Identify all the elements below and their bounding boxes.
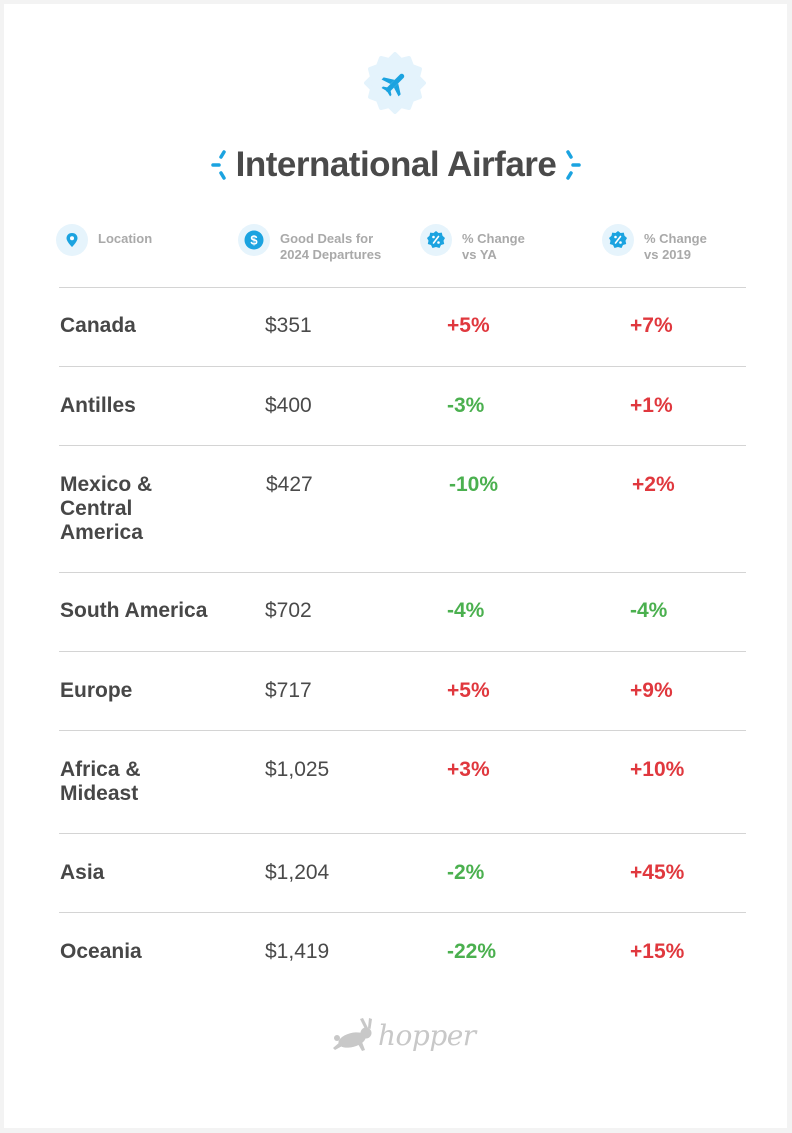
change-2019-cell: +1%	[630, 394, 673, 417]
header-label: Good Deals for	[280, 231, 374, 246]
divider	[59, 833, 746, 834]
change-ya-cell: +5%	[447, 679, 490, 702]
change-2019-cell: +10%	[630, 758, 685, 781]
hopper-logo: hopper	[332, 1018, 476, 1052]
change-2019-cell: +45%	[630, 861, 685, 884]
page-title: International Airfare	[235, 145, 557, 184]
location-cell: Mexico & Central America	[60, 473, 153, 544]
price-cell: $1,025	[265, 758, 330, 781]
change-ya-cell: -2%	[447, 861, 485, 884]
location-cell: South America	[60, 599, 208, 622]
change-ya-cell: -22%	[447, 940, 497, 963]
location-cell: Antilles	[60, 394, 136, 417]
price-cell: $351	[265, 314, 312, 337]
price-cell: $427	[266, 473, 313, 496]
change-2019-cell: +2%	[632, 473, 675, 496]
price-cell: $717	[265, 679, 312, 702]
sparkle-right-icon	[566, 150, 582, 180]
change-2019-cell: +15%	[630, 940, 685, 963]
price-cell: $702	[265, 599, 312, 622]
svg-text:$: $	[250, 233, 258, 248]
header-label: % Change	[644, 231, 707, 246]
price-cell: $1,204	[265, 861, 330, 884]
change-2019-cell: +7%	[630, 314, 673, 337]
price-cell: $400	[265, 394, 312, 417]
change-2019-cell: +9%	[630, 679, 673, 702]
header-location: Location	[56, 224, 153, 256]
airplane-badge	[364, 52, 426, 114]
header-good-deals: $ Good Deals for 2024 Departures	[238, 224, 382, 263]
change-ya-cell: +5%	[447, 314, 490, 337]
infographic-card	[4, 4, 787, 1128]
title-row: International Airfare	[0, 140, 792, 190]
divider	[59, 445, 746, 446]
change-ya-cell: -4%	[447, 599, 485, 622]
header-label: 2024 Departures	[280, 247, 382, 262]
table-header: Location $ Good Deals for 2024 Departure…	[56, 224, 746, 276]
percent-badge-icon	[420, 224, 452, 256]
price-cell: $1,419	[265, 940, 330, 963]
change-2019-cell: -4%	[630, 599, 668, 622]
header-label: Location	[98, 231, 153, 246]
location-cell: Oceania	[60, 940, 142, 963]
location-cell: Asia	[60, 861, 105, 884]
divider	[59, 366, 746, 367]
change-ya-cell: -10%	[449, 473, 499, 496]
header-label: % Change	[462, 231, 525, 246]
divider	[59, 730, 746, 731]
airplane-icon	[364, 52, 426, 114]
divider	[59, 287, 746, 288]
location-cell: Africa & Mideast	[60, 758, 141, 805]
location-cell: Europe	[60, 679, 133, 702]
header-label: vs 2019	[644, 247, 691, 262]
location-pin-icon	[56, 224, 88, 256]
bunny-icon	[333, 1018, 372, 1051]
location-cell: Canada	[60, 314, 136, 337]
header-change-2019: % Change vs 2019	[602, 224, 707, 263]
header-change-ya: % Change vs YA	[420, 224, 525, 263]
divider	[59, 651, 746, 652]
divider	[59, 912, 746, 913]
change-ya-cell: +3%	[447, 758, 490, 781]
header-label: vs YA	[462, 247, 497, 262]
logo-text: hopper	[378, 1018, 476, 1052]
divider	[59, 572, 746, 573]
dollar-icon: $	[238, 224, 270, 256]
change-ya-cell: -3%	[447, 394, 485, 417]
percent-badge-icon	[602, 224, 634, 256]
sparkle-left-icon	[210, 150, 226, 180]
